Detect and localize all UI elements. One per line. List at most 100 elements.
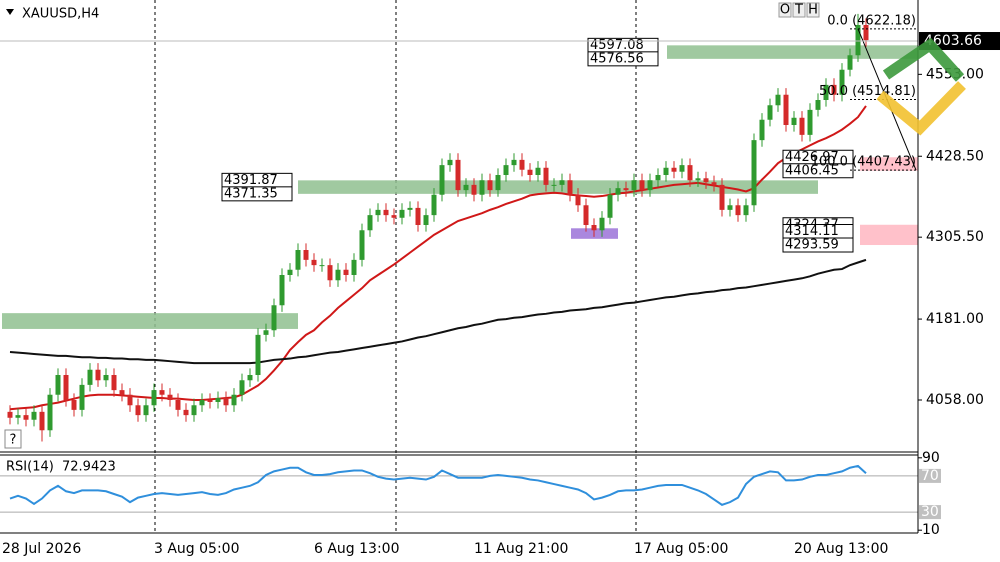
candle-body <box>255 334 261 375</box>
candle-body <box>735 205 741 216</box>
x-tick-label: 17 Aug 05:00 <box>634 541 728 557</box>
button[interactable] <box>792 2 806 18</box>
candle-body <box>775 94 781 106</box>
fib-label: 0.0 (4622.18) <box>827 13 916 28</box>
candle-body <box>375 209 381 216</box>
zone-label: 4391.87 <box>224 173 278 188</box>
x-tick-label: 20 Aug 13:00 <box>794 541 888 557</box>
x-tick-label: 3 Aug 05:00 <box>154 541 240 557</box>
candle-body <box>431 194 437 216</box>
candle-body <box>175 400 181 410</box>
candle-body <box>263 330 269 335</box>
candle-body <box>783 94 789 125</box>
candle-body <box>7 411 13 418</box>
candle-body <box>415 207 421 225</box>
help-button[interactable] <box>4 429 22 449</box>
candle-body <box>527 169 533 175</box>
candle-body <box>439 165 445 195</box>
candle-body <box>759 119 765 141</box>
zone-label: 4293.59 <box>785 238 839 253</box>
candle-body <box>815 100 821 110</box>
logo <box>876 37 966 136</box>
candle-body <box>719 184 725 210</box>
candle-body <box>839 69 845 95</box>
candle-body <box>207 400 213 402</box>
zone-label: 4371.35 <box>224 186 278 201</box>
candle-body <box>703 178 709 183</box>
candle-body <box>639 180 645 191</box>
zone <box>860 224 918 246</box>
candle-body <box>215 398 221 402</box>
rsi-level-label: 30 <box>921 504 939 520</box>
candle-body <box>223 398 229 406</box>
candle-body <box>447 159 453 166</box>
plot: 4597.084576.564391.874371.354324.374314.… <box>0 13 1000 557</box>
candle-body <box>47 394 53 431</box>
zone-label: 4406.45 <box>785 163 839 178</box>
candle-body <box>191 405 197 416</box>
zone <box>667 45 918 59</box>
layout <box>154 0 637 533</box>
candle-body <box>79 384 85 410</box>
candle-body <box>599 217 605 231</box>
zone-label-box <box>782 163 854 179</box>
logo-shape <box>876 81 966 136</box>
candle-body <box>351 259 357 275</box>
candle-body <box>151 390 157 406</box>
candle-body <box>463 184 469 191</box>
candle-body <box>551 184 557 186</box>
candle-body <box>335 269 341 281</box>
fib-label: 100.0 (4407.43) <box>811 155 916 170</box>
button[interactable] <box>806 2 820 18</box>
symbol-menu[interactable] <box>6 9 14 15</box>
candle-body <box>343 269 349 275</box>
button[interactable] <box>778 2 792 18</box>
candle-body <box>183 409 189 416</box>
candle-body <box>583 205 589 225</box>
candle-body <box>119 390 125 395</box>
candle-body <box>303 250 309 260</box>
candle-body <box>423 215 429 225</box>
candle-body <box>399 209 405 218</box>
candle-body <box>231 394 237 406</box>
price-tag <box>919 32 1000 51</box>
candle-body <box>143 405 149 416</box>
logo-shape <box>882 37 965 82</box>
candle-body <box>383 209 389 216</box>
candle-body <box>823 84 829 100</box>
candle-body <box>543 167 549 185</box>
y-tick-label: 4058.00 <box>926 392 984 408</box>
candle-body <box>127 394 133 406</box>
candle-body <box>511 159 517 166</box>
candle-body <box>111 375 117 391</box>
zone-label: 4597.08 <box>590 38 644 53</box>
candle-body <box>495 175 501 191</box>
fib-label: 50.0 (4514.81) <box>819 84 916 99</box>
candle-body <box>71 400 77 410</box>
zone <box>298 180 818 194</box>
candle-body <box>39 411 45 431</box>
candle-body <box>799 117 805 135</box>
candle-body <box>503 165 509 175</box>
x-tick-label: 6 Aug 13:00 <box>314 541 400 557</box>
candle-body <box>751 140 757 206</box>
candle-body <box>391 215 397 218</box>
candle-body <box>311 259 317 266</box>
candle-body <box>327 265 333 281</box>
zone-label-box <box>587 51 659 67</box>
y-tick-label: 90 <box>922 450 940 466</box>
candle-body <box>239 380 245 395</box>
candle-body <box>863 25 869 41</box>
candle-body <box>367 215 373 231</box>
candle-body <box>55 375 61 395</box>
candle-body <box>663 167 669 175</box>
button-label: O <box>780 3 790 18</box>
candle-body <box>279 275 285 306</box>
candle-body <box>831 84 837 95</box>
candle-body <box>359 230 365 260</box>
candle-body <box>591 225 597 231</box>
candle-body <box>295 250 301 270</box>
candle-body <box>535 167 541 175</box>
candle-body <box>655 175 661 181</box>
